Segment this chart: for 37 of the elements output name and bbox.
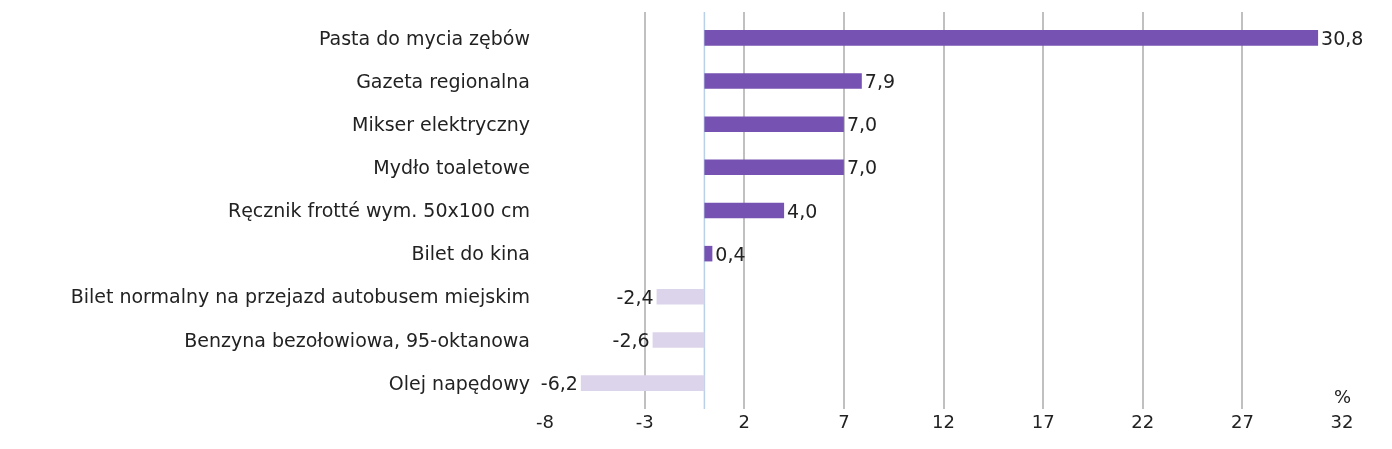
x-tick-label: 32 (1330, 411, 1354, 432)
x-tick-label: -3 (635, 411, 654, 432)
data-label: 7,9 (864, 70, 896, 93)
bar (652, 332, 705, 348)
y-tick-label: Bilet do kina (411, 242, 530, 265)
data-label: -2,4 (616, 285, 654, 308)
y-tick-label: Bilet normalny na przejazd autobusem miejskim (70, 285, 530, 308)
y-tick-label: Pasta do mycia zębów (318, 26, 530, 49)
data-label: 4,0 (787, 199, 818, 222)
data-label: -6,2 (540, 372, 578, 395)
y-tick-label: Mikser elektryczny (352, 112, 530, 135)
x-axis-title: % (1334, 386, 1352, 407)
bar (704, 30, 1319, 46)
x-tick-label: 17 (1031, 411, 1055, 432)
x-tick-label: 2 (738, 411, 750, 432)
y-tick-label: Olej napędowy (388, 371, 530, 394)
y-tick-label: Gazeta regionalna (356, 69, 530, 92)
x-tick-label: 7 (838, 411, 850, 432)
y-tick-label: Benzyna bezołowiowa, 95-oktanowa (184, 328, 530, 351)
data-label: 7,0 (846, 156, 878, 179)
data-label: 30,8 (1321, 26, 1364, 49)
x-tick-label: -8 (536, 411, 554, 432)
bar (656, 289, 705, 305)
bar (704, 116, 844, 132)
x-tick-label: 12 (932, 411, 955, 432)
bar (704, 202, 785, 219)
y-tick-label: Ręcznik frotté wym. 50x100 cm (227, 199, 530, 222)
data-label: 7,0 (846, 113, 878, 136)
data-label: 0,4 (715, 242, 746, 265)
data-label: -2,6 (612, 328, 650, 351)
bar (580, 375, 705, 391)
bar (704, 73, 862, 89)
bar (704, 245, 713, 262)
y-tick-label: Mydło toaletowe (373, 156, 530, 178)
x-tick-label: 27 (1230, 411, 1254, 432)
bar (704, 159, 844, 176)
x-tick-label: 22 (1131, 411, 1155, 432)
